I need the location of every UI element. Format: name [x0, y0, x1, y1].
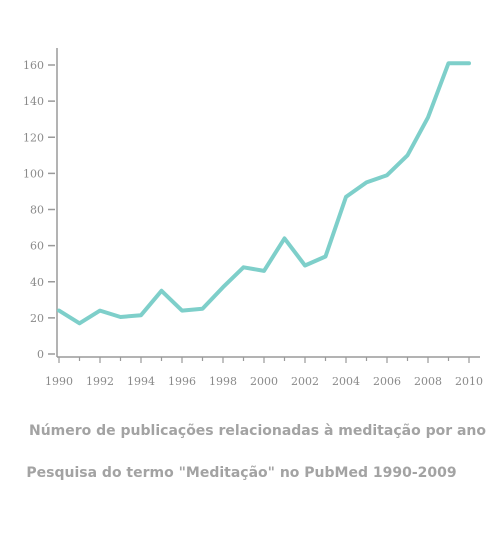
- x-tick-label: 2000: [250, 375, 278, 388]
- x-tick-label: 1996: [168, 375, 196, 388]
- x-tick-label: 2006: [373, 375, 401, 388]
- x-tick-label: 1992: [86, 375, 114, 388]
- y-tick-label: 80: [30, 204, 44, 217]
- y-tick-label: 20: [30, 312, 44, 325]
- x-tick-label: 1994: [127, 375, 155, 388]
- x-tick-label: 2008: [414, 375, 442, 388]
- y-tick-label: 60: [30, 240, 44, 253]
- y-tick-label: 100: [23, 167, 44, 180]
- y-axis: 0 20 40 60 80 100 120 140 160: [23, 48, 58, 361]
- x-axis: 1990 1992 1994 1996 1998 2000 2002 2004 2006 2008…: [45, 356, 483, 388]
- y-tick-label: 140: [23, 95, 44, 108]
- y-tick-label: 40: [30, 276, 44, 289]
- series-line: [57, 61, 471, 326]
- x-tick-label: 2004: [332, 375, 360, 388]
- y-tick-label: 160: [23, 59, 44, 72]
- y-tick-label: 120: [23, 131, 44, 144]
- chart-title: Número de publicações relacionadas à med…: [28, 423, 487, 439]
- chart-subtitle: Pesquisa do termo "Meditação" no PubMed …: [26, 465, 457, 481]
- x-tick-label: 2002: [291, 375, 319, 388]
- y-tick-label: 0: [37, 348, 44, 361]
- x-tick-label: 1998: [209, 375, 237, 388]
- x-tick-label: 2010: [455, 375, 483, 388]
- series: [57, 61, 471, 326]
- x-tick-label: 1990: [45, 375, 73, 388]
